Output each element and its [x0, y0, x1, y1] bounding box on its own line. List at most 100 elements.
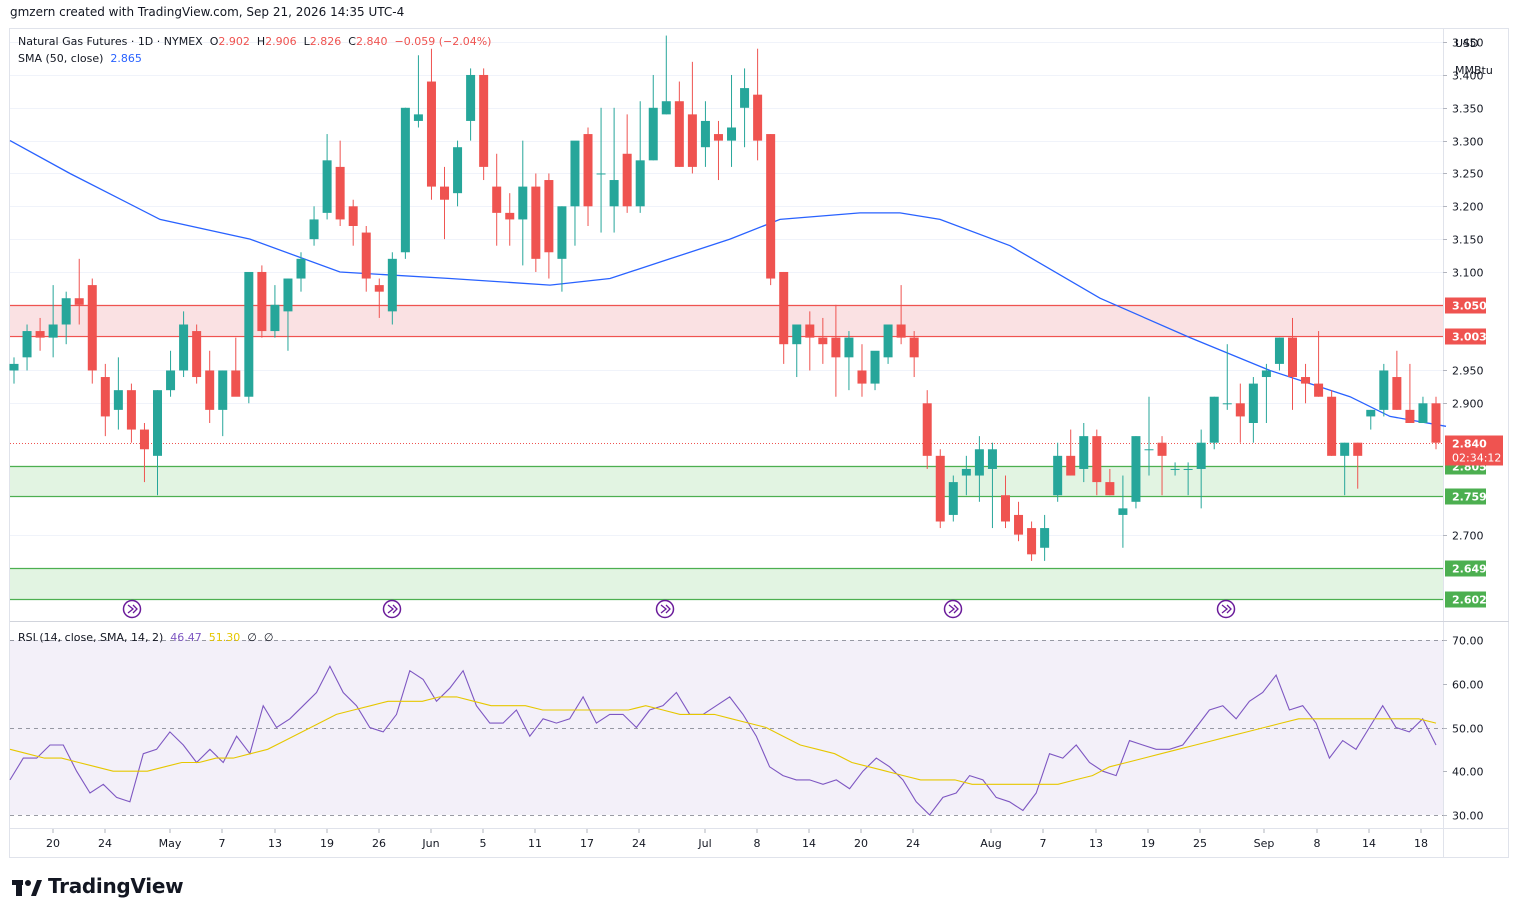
candle-body	[35, 331, 45, 338]
level-price-label: 2.649	[1452, 563, 1487, 576]
rsi-tick-label: 50.00	[1452, 723, 1484, 736]
candle-body	[870, 350, 880, 384]
candle-body	[687, 114, 697, 167]
unit-label[interactable]: MMBtu	[1455, 64, 1493, 77]
event-marker-icon[interactable]	[655, 599, 675, 619]
candle-body	[557, 206, 567, 259]
level-price-tag	[1445, 560, 1486, 577]
close-label: C	[348, 35, 356, 48]
event-markers	[122, 599, 1236, 619]
candle-body	[922, 403, 932, 456]
candle-body	[1027, 528, 1037, 555]
candle-body	[244, 271, 254, 397]
rsi-label[interactable]: RSI (14, close, SMA, 14, 2)	[18, 631, 164, 644]
event-marker-icon[interactable]	[1216, 599, 1236, 619]
candle-body	[518, 186, 528, 220]
support-zone-lower	[10, 568, 1443, 599]
candle-body	[622, 153, 632, 207]
candle-body	[166, 370, 176, 391]
close-value: 2.840	[355, 35, 388, 48]
symbol-title[interactable]: Natural Gas Futures · 1D · NYMEX	[18, 35, 203, 48]
candle-body	[648, 107, 658, 161]
time-tick-label: 13	[1089, 837, 1103, 850]
candle-body	[727, 127, 737, 141]
event-marker-glyph	[387, 604, 398, 614]
candle-body	[635, 160, 645, 207]
candle-body	[270, 304, 280, 332]
event-marker-glyph	[127, 604, 138, 614]
candle-body	[844, 337, 854, 358]
time-axis[interactable]: 20 24 May 7 13 19 26 Jun 5 11 17 24 Jul 8 14 20 24 Aug 7 13…	[46, 829, 1428, 850]
rsi-band	[10, 640, 1443, 815]
candle-body	[1418, 403, 1428, 423]
candle-body	[192, 331, 202, 378]
candle-body	[661, 101, 671, 115]
candle-body	[1000, 495, 1010, 522]
symbol-legend: Natural Gas Futures · 1D · NYMEX O2.902 …	[18, 35, 491, 48]
currency-label[interactable]: USD	[1455, 37, 1479, 50]
sma-label[interactable]: SMA (50, close)	[18, 52, 104, 65]
candle-body	[1366, 409, 1376, 417]
credit-text: gmzern created with TradingView.com, Sep…	[10, 5, 405, 19]
tradingview-logo[interactable]: TradingView	[12, 874, 184, 898]
candle-body	[974, 449, 984, 476]
brand-text: TradingView	[48, 874, 184, 898]
rsi-tick-label: 60.00	[1452, 679, 1484, 692]
candle-body	[296, 258, 306, 279]
candle-body	[909, 337, 919, 358]
open-value: 2.902	[218, 35, 250, 48]
candle-body	[61, 298, 71, 325]
time-tick-label: 19	[1141, 837, 1155, 850]
time-tick-label: 19	[320, 837, 334, 850]
price-tick-label: 3.100	[1452, 267, 1484, 280]
time-tick-label: 24	[98, 837, 112, 850]
rsi-ma-value: 51.30	[208, 631, 241, 644]
price-axis[interactable]: 3.450 3.400 3.350 3.300 3.250 3.200 3.150 3.100…	[1443, 37, 1503, 608]
price-tick-label: 3.200	[1452, 201, 1484, 214]
price-tick-label: 3.350	[1452, 103, 1484, 116]
candle-body	[1014, 514, 1024, 535]
candle-body	[1040, 528, 1050, 548]
time-tick-label: Jun	[421, 837, 439, 850]
level-price-label: 2.759	[1452, 491, 1487, 504]
event-marker-icon[interactable]	[943, 599, 963, 619]
candle-body	[74, 298, 84, 305]
candle-body	[283, 278, 293, 312]
time-tick-label: 14	[1362, 837, 1376, 850]
candle-body	[1183, 468, 1193, 470]
event-marker-icon[interactable]	[122, 599, 142, 619]
support-zone-upper	[10, 465, 1443, 496]
candle-body	[1340, 442, 1350, 456]
candle-body	[818, 337, 828, 345]
candle-body	[466, 74, 476, 121]
candle-body	[1431, 403, 1441, 443]
candle-body	[387, 258, 397, 312]
candle-body	[179, 324, 189, 371]
price-tick-label: 3.150	[1452, 234, 1484, 247]
rsi-ma-line	[9, 696, 1437, 785]
candle-body	[1235, 403, 1245, 417]
candle-body	[1196, 442, 1206, 469]
candle-body	[1079, 436, 1089, 469]
candle-body	[1405, 409, 1415, 423]
low-value: 2.826	[309, 35, 342, 48]
rsi-tick-label: 30.00	[1452, 810, 1484, 823]
level-price-tag	[1445, 488, 1486, 505]
candle-body	[505, 212, 515, 220]
event-marker-icon[interactable]	[382, 599, 402, 619]
candle-body	[1327, 396, 1337, 456]
time-tick-label: 7	[1040, 837, 1047, 850]
candle-body	[1157, 442, 1167, 456]
time-tick-label: 7	[219, 837, 226, 850]
time-tick-label: 5	[480, 837, 487, 850]
candle-body	[426, 81, 436, 187]
change-value: −0.059 (−2.04%)	[394, 35, 492, 48]
candle-body	[766, 134, 776, 279]
candle-body	[492, 186, 502, 213]
candle-body	[531, 186, 541, 259]
candle-body	[1379, 370, 1389, 410]
level-price-tag	[1445, 591, 1486, 608]
candle-body	[1274, 337, 1284, 364]
candle-body	[674, 101, 684, 167]
